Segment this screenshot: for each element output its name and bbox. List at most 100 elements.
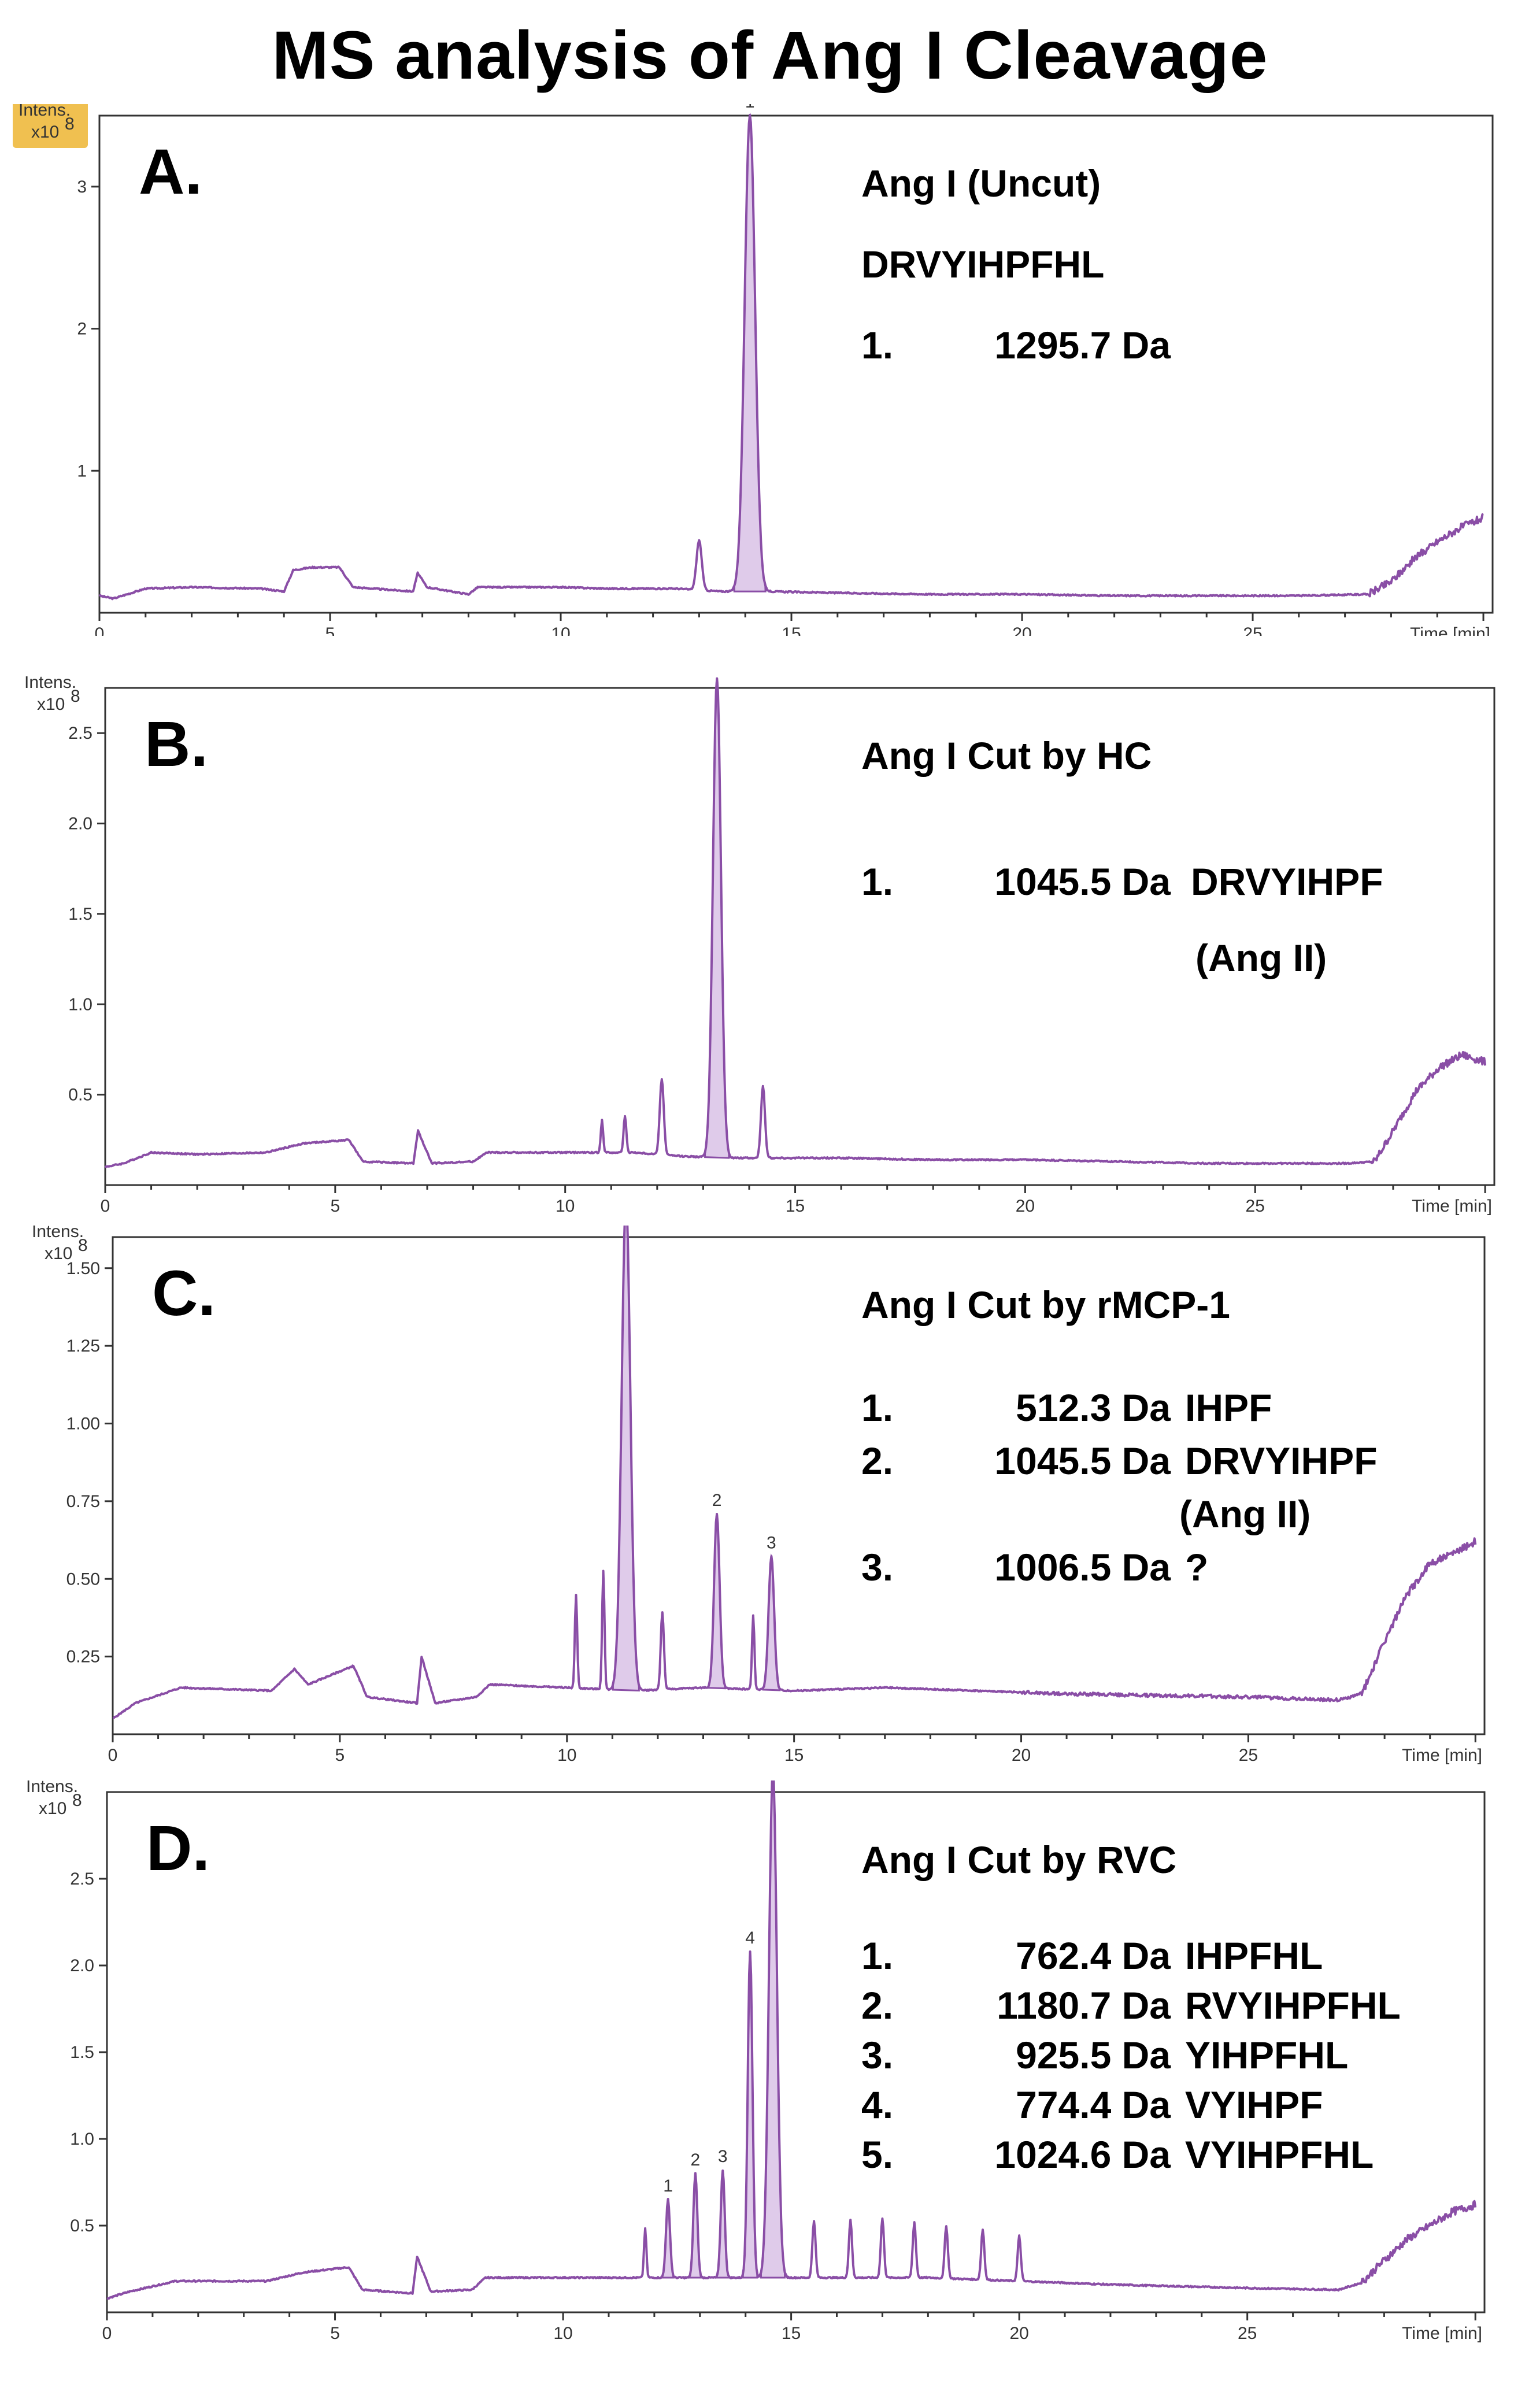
y-tick-label: 1.0: [68, 995, 92, 1014]
y-axis-scale: x10: [37, 695, 65, 714]
annotation-number: 2.: [861, 1984, 893, 2027]
peak-label: 3: [767, 1533, 776, 1552]
y-tick-label: 2.5: [70, 1870, 94, 1889]
figure-title: MS analysis of Ang I Cleavage: [272, 17, 1268, 94]
x-axis-label: Time [min]: [1412, 1197, 1492, 1216]
x-tick-label: 15: [782, 2324, 801, 2343]
y-tick-label: 0.50: [66, 1569, 100, 1589]
peak-label: 1: [663, 2176, 673, 2196]
y-axis-label: Intens.: [24, 676, 76, 692]
x-tick-label: 25: [1239, 1746, 1258, 1765]
y-axis-label: Intens.: [18, 104, 71, 120]
y-tick-label: 0.5: [68, 1086, 92, 1105]
y-axis-scale: x10: [39, 1799, 66, 1818]
x-tick-label: 20: [1012, 1746, 1031, 1765]
annotation-number: 5.: [861, 2133, 893, 2176]
annotation-number: 1.: [861, 860, 893, 903]
annotation-text: Ang I Cut by rMCP-1: [861, 1283, 1230, 1326]
y-tick-label: 0.75: [66, 1492, 100, 1511]
annotation-number: 1.: [861, 1386, 893, 1429]
annotation-mass: 1045.5 Da: [994, 1439, 1171, 1482]
x-tick-label: 10: [557, 1746, 576, 1765]
annotation-mass: 925.5 Da: [1016, 2034, 1171, 2076]
y-tick-label: 2: [77, 320, 87, 339]
x-axis-label: Time [min]: [1410, 624, 1490, 636]
annotation-mass: 1295.7 Da: [994, 324, 1171, 367]
annotation-number: 3.: [861, 1546, 893, 1589]
x-tick-label: 15: [782, 624, 801, 636]
annotation-sequence: DRVYIHPF: [1191, 860, 1383, 903]
annotation-mass: 512.3 Da: [1016, 1386, 1171, 1429]
panel-d-chart: Intens. x10 8 0.5 1.0 1.5 2.0 2.5 0 5 10 15 20 25 Time…: [26, 1780, 1486, 2343]
intensity-label-highlight: [13, 104, 88, 148]
chromatogram-trace: [106, 1780, 1477, 2300]
annotation-number: 4.: [861, 2083, 893, 2126]
annotation-line: (Ang II): [1179, 1493, 1311, 1535]
annotation-line: (Ang II): [1195, 936, 1327, 979]
annotation-text: DRVYIHPFHL: [861, 243, 1105, 286]
annotation-line: 1. 1045.5 Da DRVYIHPF: [861, 860, 1383, 903]
panel-letter: B.: [145, 709, 208, 780]
y-tick-label: 1.5: [70, 2043, 94, 2062]
annotation-mass: 1006.5 Da: [994, 1546, 1171, 1589]
annotation-mass: 1024.6 Da: [994, 2133, 1171, 2176]
x-tick-label: 20: [1012, 624, 1031, 636]
annotation-sequence: IHPFHL: [1185, 1934, 1323, 1977]
annotation-sequence: YIHPFHL: [1185, 2034, 1348, 2076]
y-axis-scale-exponent: 8: [72, 1791, 82, 1810]
annotation-line: Ang I Cut by HC: [861, 734, 1152, 777]
annotation-sequence: VYIHPF: [1185, 2083, 1323, 2126]
annotation-number: 1.: [861, 324, 893, 367]
annotation-line: 4. 774.4 Da VYIHPF: [861, 2083, 1323, 2126]
x-tick-label: 5: [330, 2324, 340, 2343]
annotation-sequence: DRVYIHPF: [1185, 1439, 1378, 1482]
annotation-number: 3.: [861, 2034, 893, 2076]
peak-label: 2: [712, 1491, 722, 1510]
annotation-number: 1.: [861, 1934, 893, 1977]
annotation-line: 2. 1045.5 Da DRVYIHPF: [861, 1439, 1378, 1482]
y-axis-label: Intens.: [26, 1780, 78, 1796]
panel-letter: C.: [152, 1258, 216, 1329]
y-tick-label: 2.5: [68, 724, 92, 743]
x-tick-label: 5: [331, 1197, 340, 1216]
x-tick-label: 10: [551, 624, 570, 636]
x-tick-label: 25: [1246, 1197, 1265, 1216]
annotation-sequence: VYIHPFHL: [1185, 2133, 1374, 2176]
x-tick-label: 0: [102, 2324, 112, 2343]
x-tick-label: 15: [786, 1197, 805, 1216]
annotation-text: (Ang II): [1195, 936, 1327, 979]
chromatogram-trace: [104, 677, 1487, 1169]
annotation-sequence: ?: [1185, 1546, 1208, 1589]
x-axis-label: Time [min]: [1402, 2324, 1482, 2343]
y-axis-label: Intens.: [32, 1226, 84, 1241]
panel-a-chart: Intens. x10 8 1 2 3 0 5 10 15 20 25 Time [min] 1 A. Ang…: [13, 104, 1494, 636]
annotation-line: 5. 1024.6 Da VYIHPFHL: [861, 2133, 1374, 2176]
annotation-line: 3. 1006.5 Da?: [861, 1546, 1208, 1589]
annotation-line: Ang I Cut by rMCP-1: [861, 1283, 1230, 1326]
y-tick-label: 1: [77, 461, 87, 480]
annotation-text: Ang I Cut by HC: [861, 734, 1152, 777]
annotation-line: Ang I (Uncut): [861, 162, 1101, 205]
x-tick-label: 20: [1016, 1197, 1035, 1216]
y-axis-scale-exponent: 8: [71, 687, 80, 706]
annotation-text: Ang I (Uncut): [861, 162, 1101, 205]
annotation-mass: 1045.5 Da: [994, 860, 1171, 903]
panel-c-chart: Intens.x10 80.250.500.751.001.251.500 5 10 1…: [32, 1226, 1486, 1765]
x-tick-label: 0: [101, 1197, 110, 1216]
annotation-line: DRVYIHPFHL: [861, 243, 1105, 286]
panel-letter: D.: [146, 1813, 210, 1884]
panel-b-chart: Intens. x10 8 0.5 1.0 1.5 2.0 2.5 0 5 10 15 20 25 Time…: [24, 676, 1495, 1216]
y-tick-label: 2.0: [70, 1956, 94, 1975]
y-tick-label: 1.5: [68, 905, 92, 924]
annotation-mass: 762.4 Da: [1016, 1934, 1171, 1977]
x-tick-label: 25: [1243, 624, 1262, 636]
x-tick-label: 0: [95, 624, 105, 636]
y-tick-label: 0.25: [66, 1648, 100, 1667]
annotation-text: Ang I Cut by RVC: [861, 1838, 1176, 1881]
peak-label: 2: [691, 2150, 701, 2170]
peak-label: 3: [718, 2147, 728, 2166]
plot-frame: [112, 1236, 1486, 1735]
panel-letter: A.: [139, 136, 202, 208]
chromatogram-trace: [112, 1226, 1477, 1720]
y-tick-label: 1.0: [70, 2130, 94, 2149]
